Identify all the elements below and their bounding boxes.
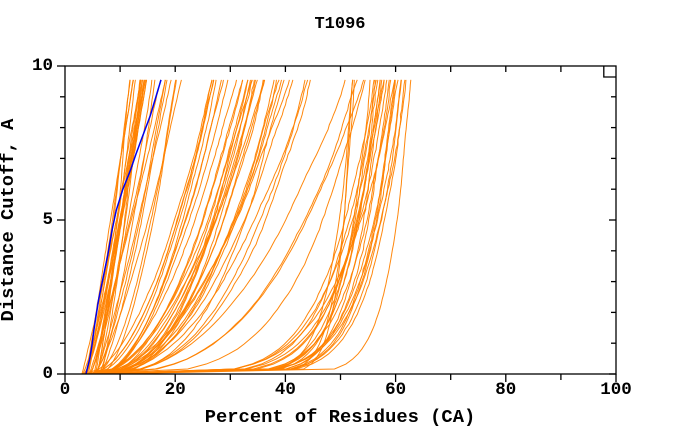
svg-text:100: 100 — [600, 380, 632, 400]
svg-text:20: 20 — [165, 380, 186, 400]
svg-text:5: 5 — [42, 210, 53, 230]
svg-text:60: 60 — [385, 380, 406, 400]
svg-text:0: 0 — [60, 380, 71, 400]
svg-text:0: 0 — [42, 364, 53, 384]
svg-text:80: 80 — [495, 380, 516, 400]
svg-text:10: 10 — [32, 56, 53, 76]
svg-text:40: 40 — [275, 380, 296, 400]
